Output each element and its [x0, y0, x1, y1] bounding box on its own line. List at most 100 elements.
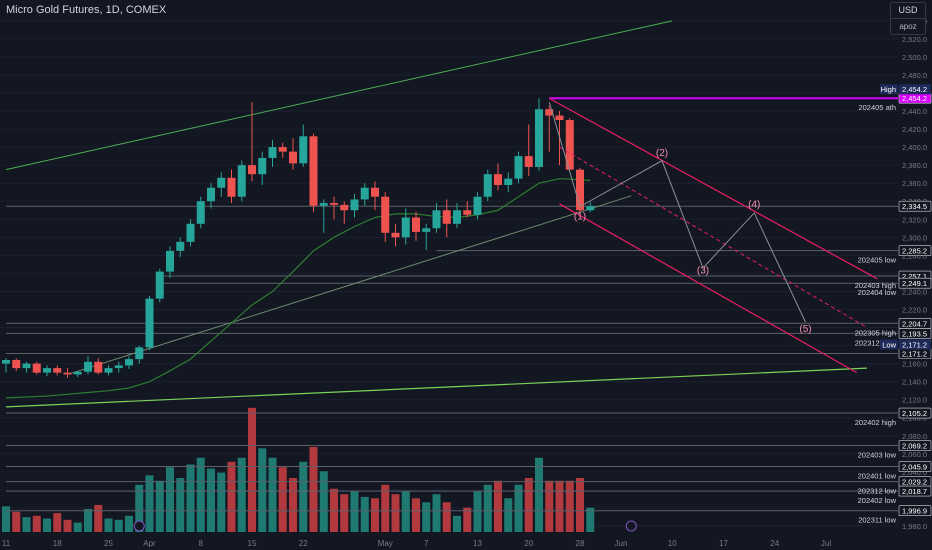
- low-tag-label: Low: [882, 341, 896, 350]
- channel-upper-line: [548, 97, 878, 280]
- candle: [463, 201, 472, 218]
- candle-body: [350, 199, 359, 211]
- time-tick-label: May: [378, 539, 393, 548]
- volume-bar: [258, 448, 267, 532]
- time-tick-label: 10: [668, 539, 677, 548]
- volume-bar: [309, 446, 318, 532]
- time-tick-label: 25: [104, 539, 113, 548]
- candle: [340, 201, 349, 224]
- candle: [278, 142, 287, 158]
- volume-bar: [237, 457, 246, 532]
- price-tick-label: 1,980.0: [902, 522, 927, 531]
- price-tag-label: 2,454.2: [902, 94, 927, 103]
- price-tag-box: [898, 505, 932, 517]
- candle-body: [125, 359, 133, 366]
- time-axis: 11 18 25 Apr 8 15 22 May 7 13 20 28 Jun 10 17 24 Jul: [2, 539, 831, 548]
- candle-body: [207, 187, 215, 202]
- candle: [330, 196, 338, 220]
- level-label: 202403 high: [855, 281, 896, 290]
- candle-body: [22, 363, 31, 369]
- candle-body: [545, 109, 554, 116]
- elliott-wave-path: [548, 101, 806, 323]
- time-tick-label: 24: [770, 539, 779, 548]
- volume-bar: [32, 515, 41, 532]
- volume-bar: [401, 491, 410, 532]
- volume-bar: [289, 478, 297, 532]
- volume-bar: [299, 461, 308, 532]
- low-tag-price: 2,171.2: [902, 341, 927, 350]
- trendline-lower: [5, 367, 868, 408]
- candle: [453, 203, 461, 229]
- level-label: 202405 low: [858, 256, 897, 265]
- volume-bar: [196, 457, 205, 532]
- volume-bar: [483, 484, 492, 532]
- price-tick-label: 2,420.0: [902, 125, 927, 134]
- candle: [483, 169, 492, 202]
- volume-bar: [125, 515, 133, 532]
- price-tick-label: 2,480.0: [902, 71, 927, 80]
- candle-body: [442, 210, 451, 224]
- candle-body: [186, 223, 195, 242]
- price-tag-box: [898, 245, 932, 256]
- volume-bar: [586, 507, 595, 532]
- volume-bar: [2, 506, 10, 532]
- candle: [432, 203, 441, 233]
- price-tag-label: 2,334.5: [902, 202, 927, 211]
- volume-bar: [217, 472, 226, 532]
- candle-body: [289, 151, 297, 164]
- price-tick-label: 2,300.0: [902, 233, 927, 242]
- time-tick-label: 18: [53, 539, 62, 548]
- candle: [545, 105, 554, 152]
- user-label: apoz: [891, 18, 925, 34]
- volume-bar: [545, 480, 554, 532]
- candle-body: [166, 250, 174, 272]
- candle-body: [73, 371, 82, 375]
- volume-bar: [114, 519, 123, 532]
- time-tick-label: 15: [248, 539, 257, 548]
- candle: [422, 223, 431, 250]
- candle: [32, 361, 41, 375]
- candle: [84, 356, 92, 375]
- candle-body: [114, 365, 123, 369]
- candle: [494, 163, 502, 191]
- volume-bar: [473, 491, 482, 532]
- volume-bar: [494, 480, 502, 532]
- high-tag-price-box: [899, 84, 931, 95]
- level-label: 202402 high: [855, 418, 896, 427]
- level-label: 202402 low: [858, 496, 897, 505]
- candle: [104, 365, 113, 376]
- candle: [299, 124, 308, 167]
- volume-bar: [145, 475, 154, 532]
- candle-body: [84, 361, 92, 372]
- candle-body: [340, 204, 349, 211]
- volume-bar: [360, 496, 369, 532]
- time-tick-label: 7: [424, 539, 429, 548]
- candle-body: [555, 115, 564, 121]
- candles: [2, 98, 595, 379]
- candle-body: [360, 187, 369, 200]
- candle: [94, 358, 103, 375]
- candle: [268, 139, 277, 167]
- candle: [442, 199, 451, 238]
- candle-body: [494, 174, 502, 185]
- candle-body: [535, 109, 543, 167]
- candle: [371, 181, 379, 211]
- candle: [207, 183, 215, 209]
- volume-bar: [565, 480, 574, 532]
- candle: [73, 370, 82, 378]
- price-tag-label: 2,249.1: [902, 279, 927, 288]
- high-tag-price: 2,454.2: [902, 85, 927, 94]
- currency-selector[interactable]: USD apoz: [890, 2, 926, 35]
- candle: [135, 345, 144, 364]
- candle: [412, 212, 420, 241]
- volume-bar: [135, 484, 144, 532]
- time-tick-label: 8: [199, 539, 204, 548]
- candle-body: [586, 206, 595, 211]
- volume-bar: [53, 513, 62, 532]
- price-tick-label: 2,140.0: [902, 378, 927, 387]
- candle: [145, 295, 154, 351]
- candle-body: [565, 120, 574, 170]
- candle-body: [104, 368, 113, 373]
